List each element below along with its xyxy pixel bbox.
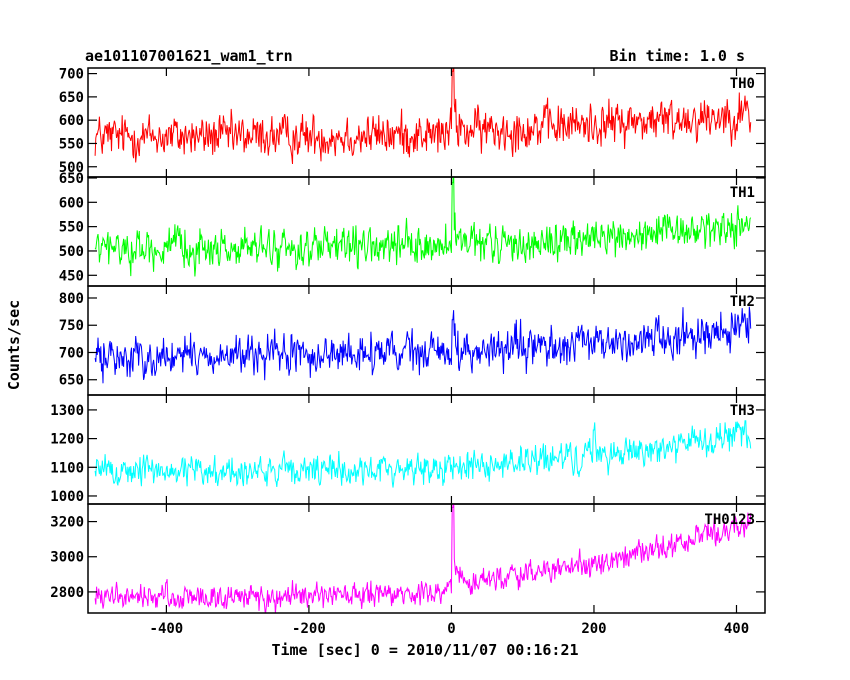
panel-frame: [87, 285, 766, 396]
file-label: ae101107001621_wam1_trn: [85, 47, 293, 65]
y-tick-label: 650: [59, 171, 84, 187]
x-tick-label: -200: [292, 621, 326, 637]
panel-frame: [87, 503, 766, 614]
panel-th1: 450 500 550 600 650 TH1: [59, 171, 766, 287]
y-tick-label: 750: [59, 318, 84, 334]
y-tick-label: 600: [59, 113, 84, 129]
x-tick-label: 400: [724, 621, 749, 637]
panel-label: TH1: [730, 185, 755, 201]
series-line-th1: [94, 177, 752, 277]
panel-th0123: 2800 3000 3200 TH0123: [50, 503, 766, 614]
y-tick-label: 650: [59, 373, 84, 389]
y-tick-label: 500: [59, 160, 84, 176]
y-tick-label: 500: [59, 244, 84, 260]
panel-label: TH3: [730, 403, 755, 419]
panel-label: TH0: [730, 76, 755, 92]
x-tick-label: -400: [150, 621, 184, 637]
panels-group: 500 550 600 650 700 TH0 450 500 550 600 650 TH1 650 7…: [50, 67, 766, 637]
panel-th0: 500 550 600 650 700 TH0: [59, 67, 766, 178]
bin-time-label: Bin time: 1.0 s: [610, 47, 745, 65]
y-tick-label: 550: [59, 136, 84, 152]
panel-frame: [87, 394, 766, 505]
y-tick-label: 650: [59, 90, 84, 106]
y-tick-label: 700: [59, 345, 84, 361]
x-tick-label: 200: [581, 621, 606, 637]
y-axis-label: Counts/sec: [5, 300, 23, 390]
y-tick-label: 450: [59, 268, 84, 284]
x-tick-label: 0: [447, 621, 455, 637]
y-tick-label: 1300: [50, 403, 84, 419]
series-line-th0123: [94, 504, 752, 613]
y-tick-label: 700: [59, 67, 84, 83]
y-tick-label: 3000: [50, 550, 84, 566]
y-tick-label: 800: [59, 291, 84, 307]
y-tick-label: 550: [59, 220, 84, 236]
panel-frame: [87, 176, 766, 287]
series-line-th3: [94, 420, 752, 488]
panel-th3: 1000 1100 1200 1300 TH3: [50, 394, 766, 505]
y-tick-label: 600: [59, 195, 84, 211]
panel-label: TH0123: [704, 512, 755, 528]
y-tick-label: 3200: [50, 515, 84, 531]
y-tick-label: 2800: [50, 585, 84, 601]
panel-label: TH2: [730, 294, 755, 310]
y-tick-label: 1200: [50, 432, 84, 448]
panel-th2: 650 700 750 800 TH2: [59, 285, 766, 396]
series-line-th0: [94, 68, 752, 165]
series-line-th2: [94, 306, 752, 384]
x-axis-label: Time [sec] 0 = 2010/11/07 00:16:21: [271, 641, 578, 659]
y-tick-label: 1100: [50, 460, 84, 476]
y-tick-label: 1000: [50, 489, 84, 505]
